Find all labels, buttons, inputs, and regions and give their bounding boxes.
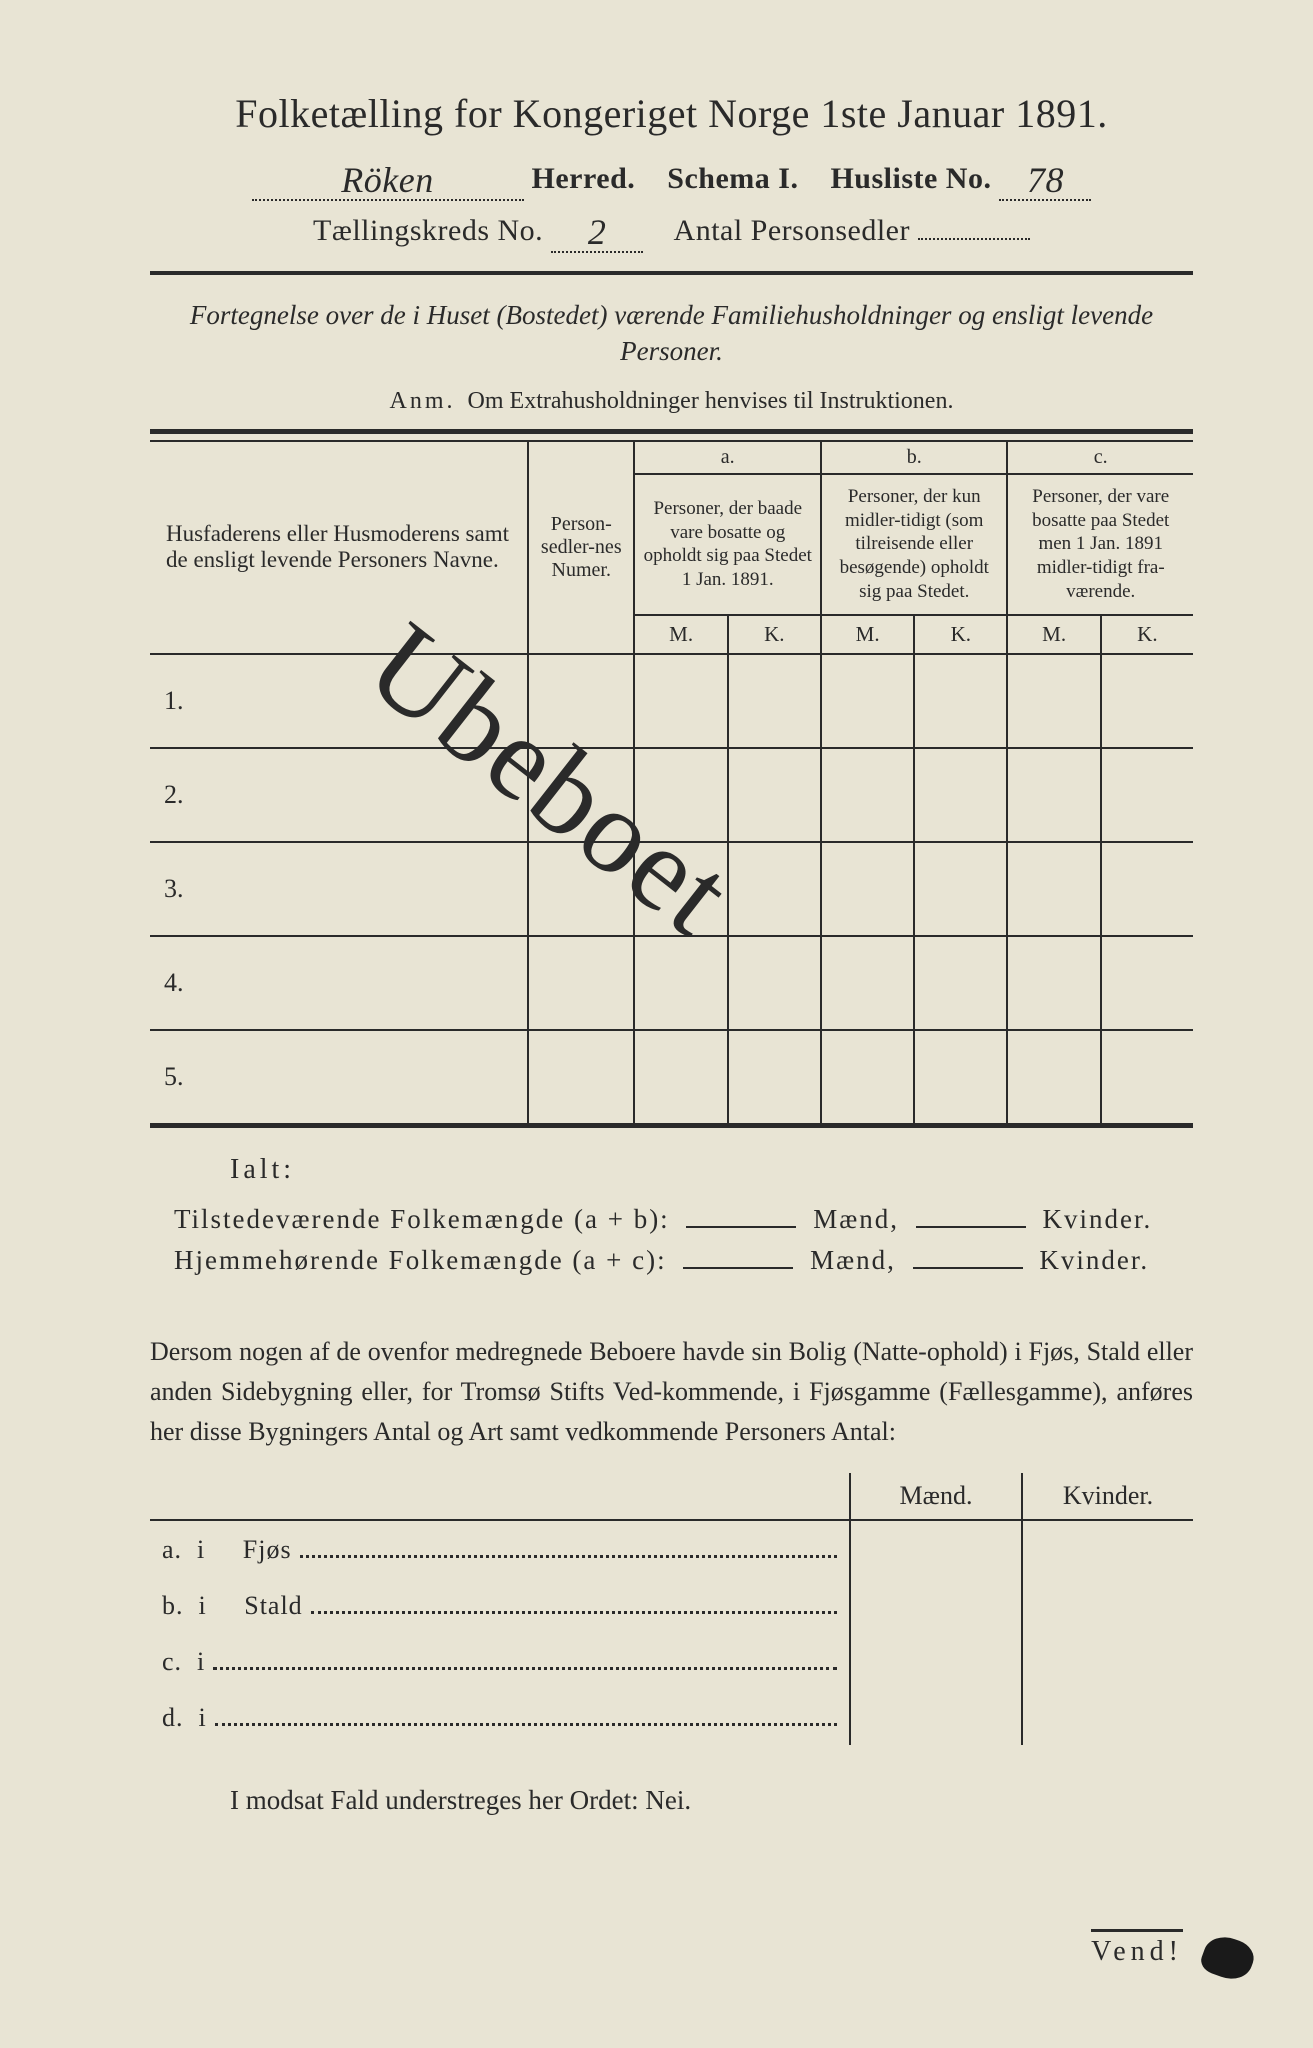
bottom-head-m: Mænd. bbox=[850, 1473, 1022, 1520]
col-b-k: K. bbox=[914, 615, 1007, 654]
col-c-header: Personer, der vare bosatte paa Stedet me… bbox=[1007, 474, 1193, 615]
col-name-header: Husfaderens eller Husmoderens samt de en… bbox=[166, 521, 509, 572]
row-1-num: 1. bbox=[150, 654, 528, 748]
col-b-m: M. bbox=[821, 615, 914, 654]
col-a-letter: a. bbox=[634, 442, 821, 474]
header-line-1: Röken Herred. Schema I. Husliste No. 78 bbox=[150, 155, 1193, 201]
nei-line: I modsat Fald understreges her Ordet: Ne… bbox=[230, 1785, 1193, 1816]
col-c-k: K. bbox=[1101, 615, 1193, 654]
vend-label: Vend! bbox=[1091, 1929, 1183, 1968]
divider-1 bbox=[150, 271, 1193, 275]
bottom-row-a: a. i Fjøs bbox=[150, 1520, 850, 1577]
sum-line-2: Hjemmehørende Folkemængde (a + c): Mænd,… bbox=[174, 1245, 1193, 1276]
table-top-rule bbox=[150, 429, 1193, 442]
herred-label: Herred. bbox=[532, 162, 636, 195]
col-a-m: M. bbox=[634, 615, 727, 654]
main-table: Husfaderens eller Husmoderens samt de en… bbox=[150, 442, 1193, 1128]
bottom-table: Mænd. Kvinder. a. i Fjøs b. i Stald bbox=[150, 1473, 1193, 1745]
sum2-k-slot bbox=[913, 1267, 1023, 1269]
bottom-row-c: c. i bbox=[150, 1633, 850, 1689]
col-c-m: M. bbox=[1007, 615, 1100, 654]
anm-line: Anm. Om Extrahusholdninger henvises til … bbox=[150, 388, 1193, 415]
sum-line-1: Tilstedeværende Folkemængde (a + b): Mæn… bbox=[174, 1204, 1193, 1235]
col-c-letter: c. bbox=[1007, 442, 1193, 474]
header-line-2: Tællingskreds No. 2 Antal Personsedler bbox=[150, 207, 1193, 253]
herred-handwritten: Röken bbox=[341, 160, 433, 200]
anm-lead: Anm. bbox=[390, 388, 456, 414]
kreds-no-handwritten: 2 bbox=[588, 212, 607, 252]
sum1-m-slot bbox=[686, 1226, 796, 1228]
sum1-k: Kvinder. bbox=[1042, 1204, 1152, 1234]
sum2-k: Kvinder. bbox=[1039, 1245, 1149, 1275]
sum1-k-slot bbox=[916, 1226, 1026, 1228]
bottom-head-k: Kvinder. bbox=[1022, 1473, 1193, 1520]
row-3-num: 3. bbox=[150, 842, 528, 936]
sum1-label: Tilstedeværende Folkemængde (a + b): bbox=[174, 1204, 670, 1234]
sum1-m: Mænd, bbox=[813, 1204, 899, 1234]
col-b-letter: b. bbox=[821, 442, 1008, 474]
sum2-m: Mænd, bbox=[810, 1245, 896, 1275]
kreds-label: Tællingskreds No. bbox=[313, 214, 543, 247]
row-4-num: 4. bbox=[150, 936, 528, 1030]
schema-label: Schema I. bbox=[667, 162, 798, 195]
antal-blank bbox=[918, 236, 1030, 240]
subtitle: Fortegnelse over de i Huset (Bostedet) v… bbox=[150, 297, 1193, 370]
sum2-m-slot bbox=[683, 1267, 793, 1269]
census-form-page: Folketælling for Kongeriget Norge 1ste J… bbox=[0, 0, 1313, 2048]
row-5-num: 5. bbox=[150, 1030, 528, 1126]
col-a-k: K. bbox=[728, 615, 821, 654]
bottom-paragraph: Dersom nogen af de ovenfor medregnede Be… bbox=[150, 1332, 1193, 1453]
ialt-label: Ialt: bbox=[230, 1154, 1193, 1186]
col-b-header: Personer, der kun midler-tidigt (som til… bbox=[821, 474, 1008, 615]
page-title: Folketælling for Kongeriget Norge 1ste J… bbox=[150, 90, 1193, 137]
col-a-header: Personer, der baade vare bosatte og opho… bbox=[634, 474, 821, 615]
sum2-label: Hjemmehørende Folkemængde (a + c): bbox=[174, 1245, 667, 1275]
antal-label: Antal Personsedler bbox=[674, 214, 910, 247]
col-num-header: Person-sedler-nes Numer. bbox=[541, 513, 622, 581]
row-2-num: 2. bbox=[150, 748, 528, 842]
husliste-label: Husliste No. bbox=[830, 162, 991, 195]
bottom-row-d: d. i bbox=[150, 1689, 850, 1745]
anm-text: Om Extrahusholdninger henvises til Instr… bbox=[468, 388, 954, 414]
bottom-row-b: b. i Stald bbox=[150, 1577, 850, 1633]
husliste-no-handwritten: 78 bbox=[1027, 160, 1064, 200]
ink-blot-icon bbox=[1198, 1931, 1259, 1986]
